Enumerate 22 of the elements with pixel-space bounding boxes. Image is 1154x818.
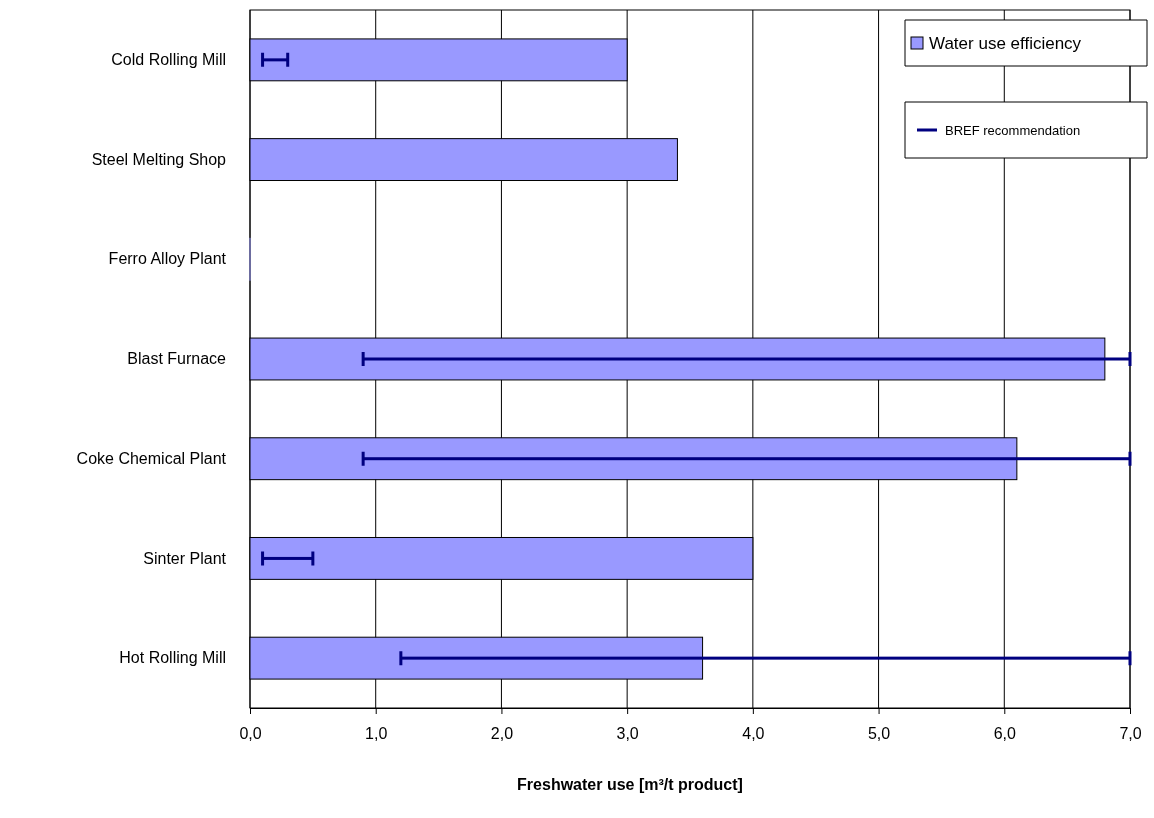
x-tick-label: 4,0 [742,725,765,743]
y-tick-label: Coke Chemical Plant [76,449,227,467]
y-tick-label: Ferro Alloy Plant [108,250,227,268]
x-tick-label: 5,0 [867,725,891,743]
legend-label: Water use efficiency [929,33,1082,53]
x-tick-label: 2,0 [490,725,514,743]
bar [400,656,1130,660]
x-tick-label: 1,0 [365,725,388,743]
bar [262,556,313,560]
x-axis-title: Freshwater use [m³/t product] [517,776,743,793]
y-tick-label: Blast Furnace [127,350,227,368]
x-tick-label: 7,0 [1119,725,1142,743]
x-tick-label: 6,0 [993,725,1016,743]
y-tick-label: Sinter Plant [143,549,227,567]
legend-label: BREF recommendation [945,122,1081,138]
bar [363,357,1130,361]
y-tick-label: Steel Melting Shop [91,150,227,168]
y-tick-label: Hot Rolling Mill [119,649,226,667]
bar [363,457,1130,461]
x-tick-label: 0,0 [239,725,262,743]
y-tick-label: Cold Rolling Mill [111,50,226,68]
x-tick-label: 3,0 [616,725,639,743]
